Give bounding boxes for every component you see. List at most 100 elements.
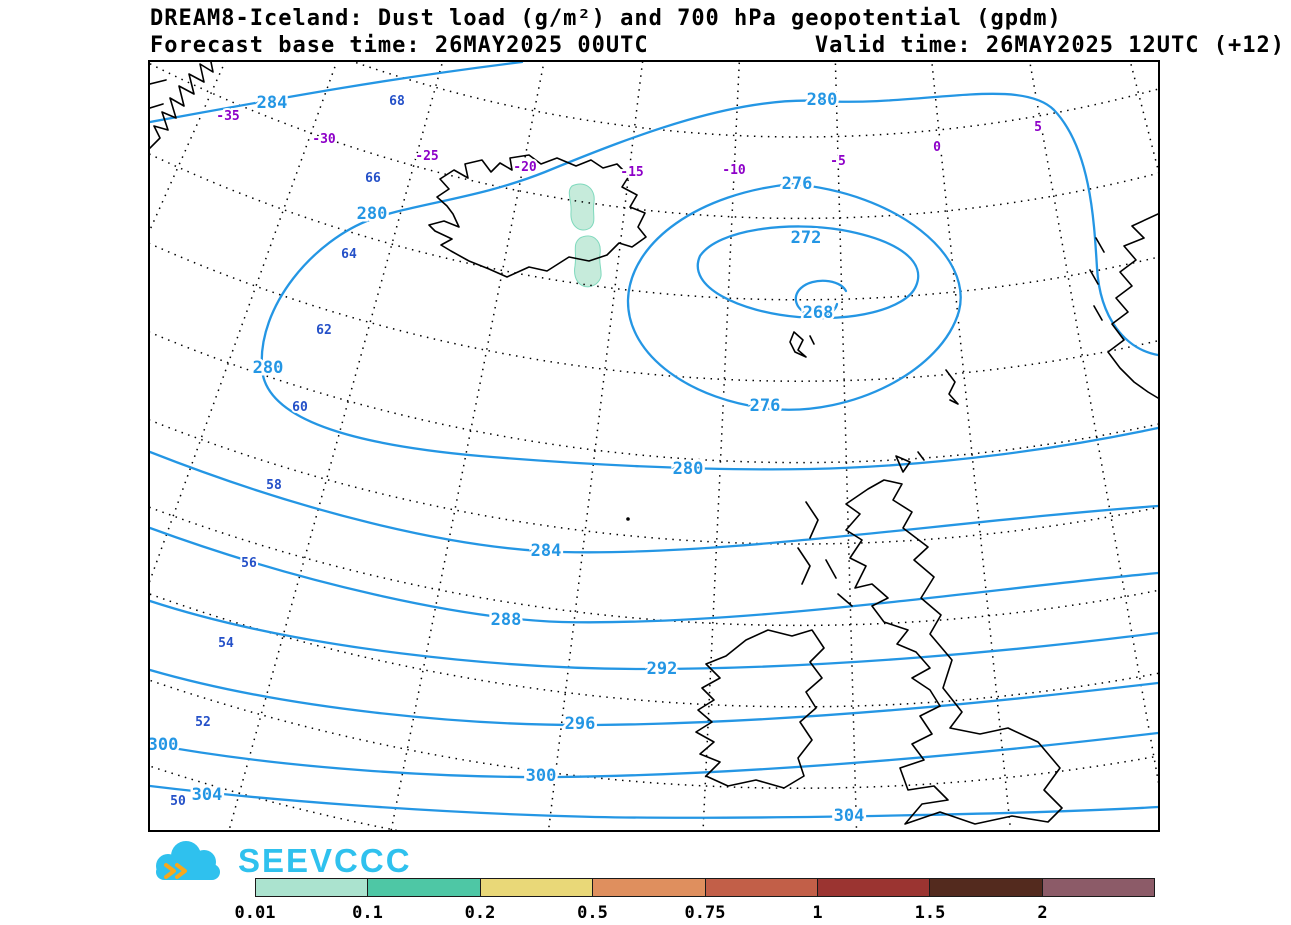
longitude-label: -35 (216, 109, 239, 124)
coast-hebrides (797, 501, 853, 607)
contour-label: 288 (491, 610, 522, 630)
contour-label: 296 (565, 714, 596, 734)
colorbar-segment-0 (255, 878, 369, 897)
longitude-label: 5 (1034, 120, 1042, 135)
coastlines (149, 61, 1159, 825)
meridian-line--35 (0, 0, 254, 568)
contour-label: 268 (803, 303, 834, 323)
longitude-label: -15 (620, 165, 643, 180)
coast-iceland (428, 154, 647, 278)
latitude-line-50 (0, 709, 1291, 870)
colorbar-tick: 0.2 (464, 903, 496, 923)
latitude-label: 68 (389, 94, 405, 109)
coast-great-britain (845, 479, 1063, 825)
contour-296 (148, 668, 1160, 727)
latitude-line-64 (0, 71, 1291, 301)
contour-272-closed (696, 225, 920, 320)
contour-label: 280 (357, 204, 388, 224)
coast-orkney (895, 451, 925, 473)
contour-label: 280 (673, 459, 704, 479)
latitude-label: 58 (266, 478, 282, 493)
longitude-label: 0 (933, 140, 941, 155)
latitude-label: 56 (241, 556, 257, 571)
coast-ireland (695, 629, 825, 789)
colorbar-tick: 0.5 (577, 903, 608, 923)
chart-subtitle: Forecast base time: 26MAY2025 00UTC Vali… (150, 33, 1285, 58)
colorbar (255, 878, 1155, 897)
seevccc-logo-icon (156, 841, 220, 880)
latitude-line-58 (0, 351, 1291, 545)
latitude-label: 54 (218, 636, 234, 651)
coast-greenland (149, 61, 214, 149)
contour-label: 304 (834, 806, 865, 826)
geopotential-contours (148, 60, 1160, 819)
colorbar-ticks: 0.01 0.1 0.2 0.5 0.75 1 1.5 2 (0, 903, 1291, 925)
contour-276-closed (626, 182, 962, 411)
colorbar-segment-2 (479, 878, 594, 897)
contour-280-main (260, 92, 1160, 471)
rockall-islet (626, 517, 630, 521)
colorbar-segment-6 (929, 878, 1043, 897)
valid-time: Valid time: 26MAY2025 12UTC (+12) (814, 33, 1285, 58)
meridian-line--20 (371, 0, 558, 925)
chevron-right-icon (164, 863, 176, 879)
colorbar-tick: 0.01 (234, 903, 276, 923)
contour-284-south (148, 450, 1160, 554)
contour-label: 280 (253, 358, 284, 378)
contour-label: 276 (782, 174, 813, 194)
contour-label: 292 (647, 659, 678, 679)
latitude-label: 62 (316, 323, 332, 338)
coast-norway (1107, 213, 1159, 399)
latitude-line-66 (35, 0, 1291, 219)
longitude-label: -10 (722, 163, 746, 178)
dust-patch (568, 183, 595, 231)
longitude-label: -30 (312, 132, 336, 147)
forecast-base-time: Forecast base time: 26MAY2025 00UTC (150, 33, 649, 58)
longitude-label: -5 (830, 154, 846, 169)
chart-title: DREAM8-Iceland: Dust load (g/m²) and 700… (150, 6, 1062, 31)
meridian-line-10 (1113, 0, 1291, 691)
latitude-label: 64 (341, 247, 357, 262)
colorbar-segment-1 (367, 878, 481, 897)
chevron-right-icon (175, 863, 187, 879)
latitude-line-54 (0, 532, 1291, 707)
colorbar-segment-4 (704, 878, 818, 897)
meridian-line-5 (1017, 0, 1185, 925)
latitude-line-56 (0, 442, 1291, 626)
colorbar-tick: 1 (812, 903, 823, 923)
colorbar-segment-7 (1041, 878, 1155, 897)
colorbar-tick: 0.75 (684, 903, 726, 923)
latitude-label: 50 (170, 794, 186, 809)
contour-label: 284 (257, 93, 288, 113)
contour-label: 284 (531, 541, 562, 561)
contour-label: 300 (526, 766, 557, 786)
longitude-label: -20 (513, 160, 537, 175)
colorbar-tick: 0.1 (352, 903, 383, 923)
contour-284-nw (148, 60, 524, 124)
latitude-line-68 (203, 0, 1291, 138)
colorbar-segment-3 (592, 878, 706, 897)
contour-label: 304 (192, 785, 223, 805)
latitude-label: 66 (365, 171, 381, 186)
colorbar-segment-5 (816, 878, 931, 897)
coast-faroes (789, 331, 815, 358)
contour-292 (148, 599, 1160, 671)
coast-greenland-fjords (149, 79, 167, 109)
colorbar-tick: 2 (1037, 903, 1048, 923)
dust-load-shading (568, 183, 602, 288)
contour-304 (148, 784, 1160, 819)
coast-norway-islands (1089, 237, 1105, 321)
map-labels: 284 280 276 272 268 280 280 276 280 284 288 292 296 3… (145, 88, 1044, 829)
contour-label: 276 (750, 396, 781, 416)
contour-288 (148, 526, 1160, 624)
contour-300 (148, 731, 1160, 779)
contour-label: 280 (807, 90, 838, 110)
meridian-line--30 (25, 0, 360, 925)
contour-label: 300 (150, 735, 178, 755)
colorbar-tick: 1.5 (914, 903, 946, 923)
contour-label: 272 (791, 228, 822, 248)
latitude-line-52 (0, 621, 1291, 789)
latitude-label: 60 (292, 400, 308, 415)
